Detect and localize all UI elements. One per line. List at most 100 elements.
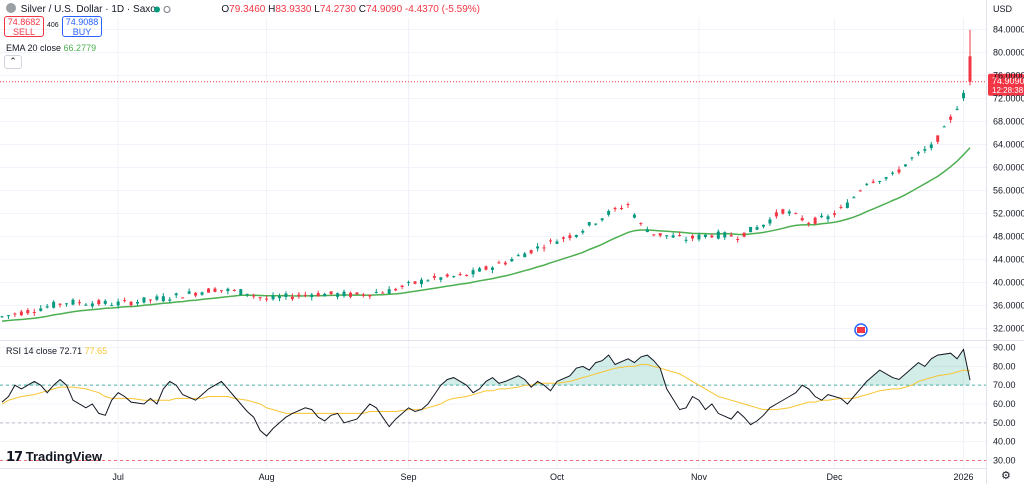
candle-body — [168, 299, 172, 301]
candle-body — [665, 235, 669, 237]
candle-body — [374, 292, 378, 294]
candle-body — [516, 255, 520, 257]
low-label: L — [314, 4, 320, 15]
price-tick-label: 76.0000 — [993, 71, 1024, 81]
candle-body — [103, 300, 107, 304]
candle-body — [587, 222, 591, 226]
candle-body — [594, 223, 598, 225]
logo-text: TradingView — [25, 449, 103, 464]
candle-body — [90, 303, 94, 307]
low-value: 74.2730 — [319, 4, 356, 15]
candle-body — [820, 215, 824, 218]
candle-body — [774, 212, 778, 217]
candle-body — [858, 190, 862, 192]
candle-body — [561, 237, 565, 239]
candle-body — [316, 293, 320, 297]
candle-body — [478, 268, 482, 272]
candle-body — [510, 259, 514, 262]
candle-body — [523, 253, 527, 258]
candle-body — [503, 262, 507, 265]
candle-body — [968, 56, 972, 82]
candle-body — [116, 301, 120, 306]
candle-body — [962, 92, 966, 99]
price-tick-label: 36.0000 — [993, 301, 1024, 311]
events-flag-icon-fill — [857, 327, 865, 333]
buy-label: BUY — [72, 27, 92, 37]
currency-label[interactable]: USD — [993, 4, 1013, 14]
candle-body — [813, 217, 817, 224]
candle-body — [852, 197, 856, 199]
candle-body — [878, 180, 882, 182]
time-tick-label: Oct — [550, 472, 565, 482]
candle-body — [723, 232, 727, 238]
tradingview-logo[interactable]: 17 TradingView — [6, 449, 103, 465]
candle-body — [632, 214, 636, 218]
chevron-up-icon[interactable]: ⌃ — [4, 55, 22, 69]
candle-body — [839, 206, 843, 208]
candle-body — [691, 235, 695, 239]
candle-body — [749, 226, 753, 233]
eye-icon[interactable] — [152, 4, 174, 15]
price-tick-label: 48.0000 — [993, 232, 1024, 242]
candle-body — [13, 313, 17, 315]
candle-body — [142, 297, 146, 303]
ema-legend: EMA 20 close 66.2779 — [6, 43, 96, 53]
candle-body — [787, 211, 791, 214]
rsi-ma-value: 77.65 — [84, 346, 108, 356]
candle-body — [807, 222, 811, 224]
candle-body — [123, 300, 127, 302]
candle-body — [613, 207, 617, 210]
candle-body — [426, 280, 430, 282]
price-tick-label: 60.0000 — [993, 163, 1024, 173]
candle-body — [910, 157, 914, 159]
candle-body — [871, 181, 875, 183]
close-label: C — [358, 4, 367, 15]
candle-body — [865, 183, 869, 185]
candle-body — [323, 293, 327, 297]
time-tick-label: Nov — [691, 472, 708, 482]
candle-body — [794, 213, 798, 215]
candle-body — [645, 229, 649, 233]
buy-button[interactable]: 74.9088 BUY — [62, 16, 102, 37]
candle-body — [768, 219, 772, 224]
candle-body — [200, 292, 204, 295]
candle-body — [84, 304, 88, 306]
last-price-badge — [988, 73, 1024, 96]
candle-body — [407, 281, 411, 283]
candle-body — [639, 223, 643, 225]
candle-body — [181, 297, 185, 299]
sell-label: SELL — [12, 27, 36, 37]
close-value: 74.9090 — [366, 4, 403, 15]
open-value: 79.3460 — [229, 4, 266, 15]
candle-body — [361, 294, 365, 296]
candle-body — [465, 274, 469, 277]
candle-body — [942, 126, 946, 128]
candle-body — [97, 300, 101, 305]
candle-body — [19, 311, 23, 316]
candle-body — [897, 169, 901, 173]
candle-body — [452, 276, 456, 278]
symbol-legend: Silver / U.S. Dollar · 1D · Saxo O79.346… — [6, 3, 480, 15]
candle-body — [77, 302, 81, 304]
candle-body — [355, 292, 359, 295]
candle-body — [258, 297, 262, 299]
candle-body — [381, 292, 385, 294]
candle-body — [884, 177, 888, 179]
price-tick-label: 52.0000 — [993, 209, 1024, 219]
candle-body — [742, 232, 746, 237]
countdown-label: 12:28:38 — [992, 86, 1024, 95]
candle-body — [290, 296, 294, 300]
candle-body — [923, 149, 927, 151]
price-tick-label: 64.0000 — [993, 140, 1024, 150]
rsi-legend: RSI 14 close 72.71 77.65 — [6, 346, 107, 356]
ema-value: 66.2779 — [63, 43, 97, 53]
sell-button[interactable]: 74.8682 SELL — [4, 16, 44, 37]
candle-body — [671, 235, 675, 238]
price-tick-label: 80.0000 — [993, 48, 1024, 58]
gear-icon[interactable]: ⚙ — [1001, 470, 1011, 482]
rsi-tick-label: 90.00 — [993, 343, 1016, 353]
candle-body — [716, 231, 720, 239]
candle-body — [265, 298, 269, 300]
